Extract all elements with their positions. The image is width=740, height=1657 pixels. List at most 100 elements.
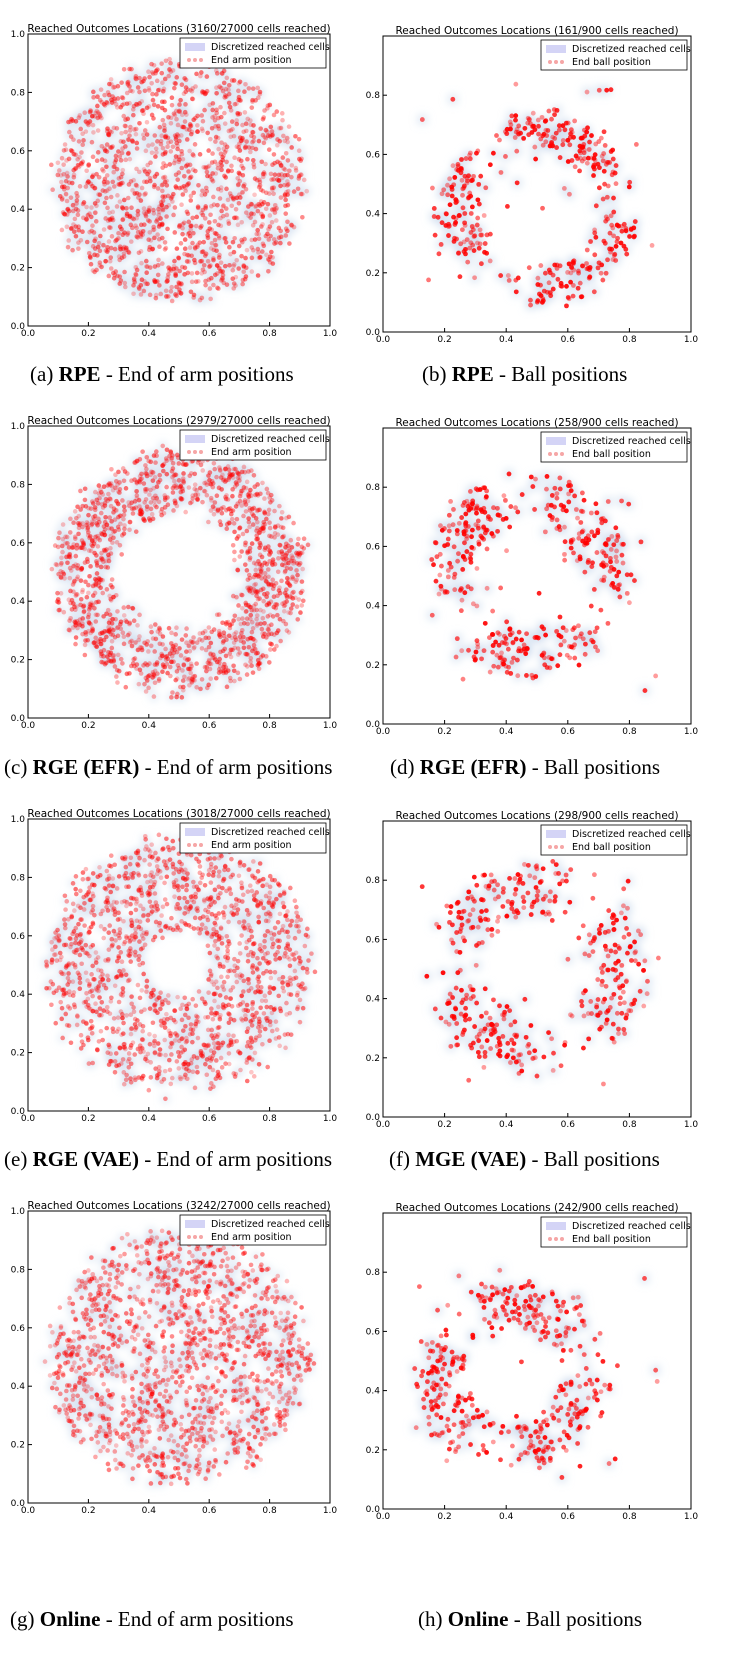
data-point (92, 185, 98, 191)
reached-cell (234, 650, 243, 659)
data-point (200, 249, 206, 254)
data-point (272, 160, 277, 166)
data-point (200, 188, 205, 194)
data-point (184, 640, 189, 646)
data-point (270, 582, 275, 587)
data-point (84, 594, 90, 600)
reached-cell (295, 146, 304, 155)
data-point (285, 188, 291, 194)
legend-swatch-point (554, 60, 558, 64)
data-point (204, 482, 210, 487)
data-point (256, 250, 261, 255)
reached-cell (139, 286, 148, 295)
data-point (581, 150, 587, 156)
data-point (608, 213, 614, 219)
data-point (268, 492, 274, 498)
data-point (143, 689, 149, 694)
data-point (163, 133, 169, 139)
data-point (286, 182, 291, 187)
data-point (187, 127, 192, 133)
data-point (271, 185, 277, 190)
reached-cell (150, 647, 159, 656)
data-point (276, 178, 282, 183)
reached-cell (106, 544, 115, 553)
reached-cell (79, 602, 88, 611)
data-point (159, 61, 164, 66)
data-point (200, 118, 206, 124)
reached-cell (185, 147, 194, 156)
data-point (258, 199, 264, 204)
data-point (169, 95, 175, 101)
data-point (78, 596, 84, 602)
data-point (90, 537, 95, 543)
data-point (207, 102, 213, 108)
data-point (206, 148, 211, 153)
reached-cell (264, 235, 273, 244)
data-point (232, 635, 238, 640)
data-point (191, 635, 196, 640)
data-point (172, 158, 178, 163)
axes-frame (27, 33, 331, 327)
data-point (219, 167, 224, 173)
data-point (579, 158, 585, 164)
data-point (162, 151, 168, 156)
reached-cell (558, 135, 569, 146)
data-point (102, 158, 108, 164)
data-point (217, 632, 222, 638)
data-point (81, 603, 87, 609)
data-point (211, 256, 216, 261)
y-tick-label: 0.8 (366, 91, 381, 101)
data-point (264, 579, 269, 584)
data-point (293, 133, 298, 139)
data-point (445, 192, 451, 198)
reached-cell (224, 85, 233, 94)
data-point (179, 149, 184, 154)
data-point (160, 80, 165, 86)
data-point (233, 283, 238, 288)
data-point (90, 154, 96, 160)
data-point (235, 112, 241, 117)
data-point (239, 549, 244, 554)
reached-cell (206, 674, 215, 683)
data-point (271, 583, 277, 589)
data-point (87, 109, 93, 115)
data-point (137, 473, 143, 479)
data-point (105, 565, 111, 570)
data-point (93, 110, 99, 116)
data-point (578, 150, 583, 156)
reached-cell (180, 218, 189, 227)
data-point (277, 616, 283, 622)
data-point (220, 472, 225, 478)
reached-cell (275, 541, 284, 550)
data-point (66, 545, 72, 550)
data-point (236, 94, 242, 100)
data-point (180, 156, 186, 162)
data-point (86, 122, 91, 128)
reached-cell (169, 459, 178, 468)
data-point (209, 160, 215, 165)
data-point (133, 272, 139, 278)
data-point (608, 149, 614, 154)
data-point (268, 550, 274, 555)
reached-cell (66, 553, 75, 562)
data-point (154, 662, 160, 667)
reached-cell (444, 173, 455, 184)
data-point (246, 572, 252, 578)
data-point (237, 79, 243, 85)
reached-cell (219, 144, 228, 153)
data-point (106, 555, 112, 560)
reached-cell (256, 253, 265, 262)
data-point (167, 651, 173, 656)
reached-cell (124, 135, 133, 144)
data-point (105, 607, 111, 613)
data-point (209, 177, 215, 182)
data-point (130, 215, 135, 221)
data-point (543, 139, 549, 145)
data-point (68, 516, 73, 522)
data-point (283, 233, 289, 238)
data-point (108, 582, 114, 588)
data-point (173, 172, 179, 178)
data-point (118, 656, 124, 662)
data-point (263, 545, 268, 551)
data-point (278, 183, 283, 189)
